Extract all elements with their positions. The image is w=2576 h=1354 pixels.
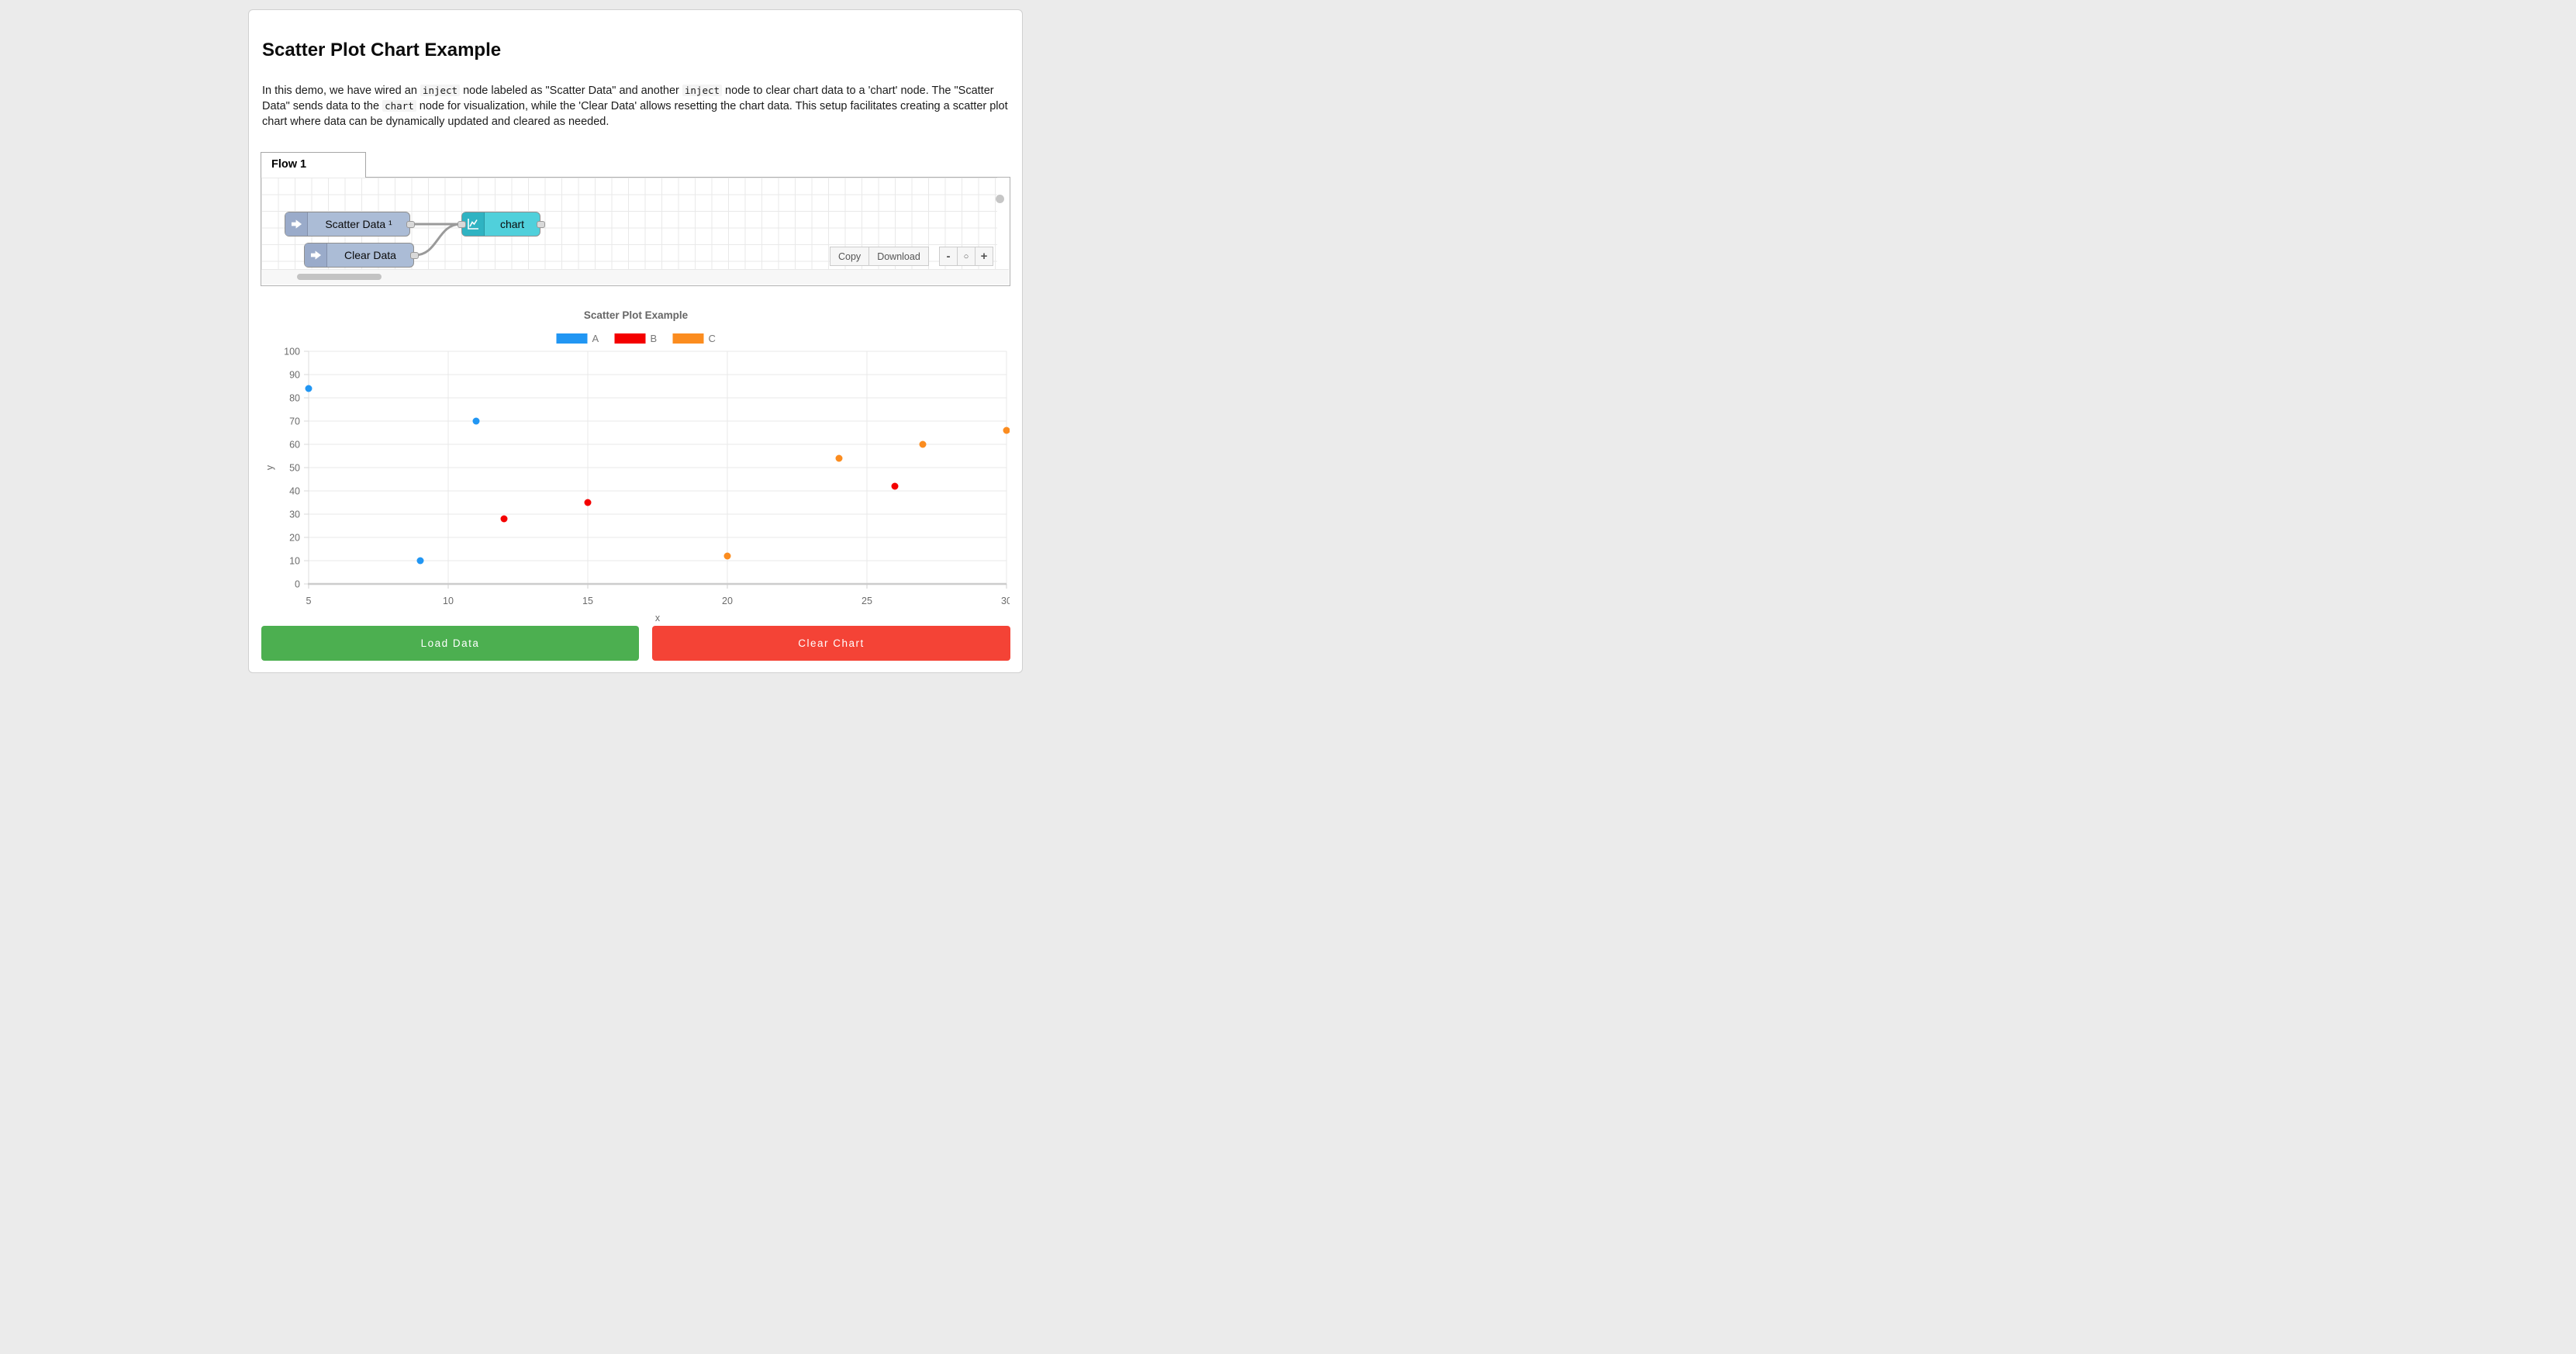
node-label: Clear Data <box>344 249 396 261</box>
flow-viewer-toolbar: Copy Download <box>830 247 929 266</box>
chart-container: Scatter Plot Example A B C 0 10 20 30 40 50 60 70 80… <box>262 295 1012 624</box>
x-axis-title: x <box>655 613 661 623</box>
horizontal-scrollbar-thumb[interactable] <box>297 274 382 280</box>
y-tick-label: 90 <box>289 370 300 381</box>
data-point[interactable] <box>919 440 927 448</box>
content-card: Scatter Plot Chart Example In this demo,… <box>248 9 1023 673</box>
zoom-in-button[interactable]: + <box>975 247 993 266</box>
data-point[interactable] <box>416 557 424 565</box>
node-port-output[interactable] <box>536 220 545 228</box>
y-tick-label: 40 <box>289 486 300 497</box>
y-tick-label: 100 <box>284 347 300 357</box>
description-text: node labeled as "Scatter Data" and anoth… <box>460 85 682 97</box>
x-tick-label: 5 <box>306 596 312 606</box>
legend-label[interactable]: B <box>651 333 658 344</box>
x-tick-label: 25 <box>862 596 872 606</box>
y-tick-label: 60 <box>289 440 300 451</box>
inject-arrow-icon <box>285 212 308 236</box>
data-point[interactable] <box>835 454 843 462</box>
flow-tab[interactable]: Flow 1 <box>261 152 366 178</box>
data-point[interactable] <box>500 515 508 523</box>
node-port-output[interactable] <box>406 220 415 228</box>
legend-label[interactable]: C <box>709 333 716 344</box>
copy-button[interactable]: Copy <box>830 247 870 266</box>
legend-swatch[interactable] <box>672 333 704 344</box>
y-tick-label: 20 <box>289 533 300 544</box>
description-paragraph: In this demo, we have wired an inject no… <box>262 83 1010 130</box>
line-chart-icon <box>462 212 485 236</box>
inline-code: inject <box>420 85 461 96</box>
node-port-output[interactable] <box>409 251 419 259</box>
scatter-chart: Scatter Plot Example A B C 0 10 20 30 40 50 60 70 80… <box>264 309 1012 623</box>
legend-swatch[interactable] <box>556 333 588 344</box>
horizontal-scrollbar-track <box>261 269 1009 285</box>
node-port-input[interactable] <box>457 220 466 228</box>
y-tick-label: 50 <box>289 463 300 474</box>
inline-code: inject <box>682 85 723 96</box>
y-axis-title: y <box>264 465 275 470</box>
flow-zoom-controls: - ○ + <box>939 247 993 266</box>
node-chart[interactable]: chart <box>457 212 545 237</box>
x-tick-label: 10 <box>443 596 454 606</box>
legend-label[interactable]: A <box>592 333 599 344</box>
y-tick-label: 0 <box>295 579 300 590</box>
flow-wires <box>409 223 462 257</box>
download-button[interactable]: Download <box>868 247 929 266</box>
vertical-scrollbar-thumb[interactable] <box>996 195 1004 203</box>
description-text: In this demo, we have wired an <box>262 85 420 97</box>
data-point[interactable] <box>305 385 313 392</box>
flow-tab-label: Flow 1 <box>271 158 307 171</box>
clear-chart-button[interactable]: Clear Chart <box>652 626 1010 661</box>
description-text: node for visualization, while the 'Clear… <box>262 100 1008 128</box>
zoom-reset-button[interactable]: ○ <box>957 247 975 266</box>
y-tick-label: 30 <box>289 509 300 520</box>
node-clear-data[interactable]: Clear Data <box>304 243 419 268</box>
chart-title: Scatter Plot Example <box>584 309 689 321</box>
x-tick-label: 15 <box>582 596 593 606</box>
inject-arrow-icon <box>305 244 327 267</box>
page-title: Scatter Plot Chart Example <box>262 40 502 60</box>
y-tick-label: 70 <box>289 416 300 427</box>
node-label: Scatter Data ¹ <box>325 218 392 230</box>
inline-code: chart <box>382 100 416 112</box>
flow-canvas[interactable]: Scatter Data ¹ chart Clear Data Copy D <box>261 177 1010 286</box>
data-point[interactable] <box>1003 427 1010 434</box>
y-tick-label: 80 <box>289 393 300 404</box>
data-point[interactable] <box>472 417 480 425</box>
x-tick-label: 20 <box>722 596 733 606</box>
load-data-button[interactable]: Load Data <box>261 626 639 661</box>
y-tick-label: 10 <box>289 556 300 567</box>
wire <box>413 223 462 257</box>
legend-swatch[interactable] <box>614 333 646 344</box>
node-scatter-data[interactable]: Scatter Data ¹ <box>285 212 415 237</box>
data-point[interactable] <box>891 482 899 490</box>
description-text: node to clear chart data to a 'chart' no… <box>262 85 994 112</box>
zoom-out-button[interactable]: - <box>939 247 958 266</box>
x-tick-label: 30 <box>1001 596 1010 606</box>
data-point[interactable] <box>584 499 592 506</box>
data-point[interactable] <box>723 552 731 560</box>
node-label: chart <box>499 218 525 230</box>
